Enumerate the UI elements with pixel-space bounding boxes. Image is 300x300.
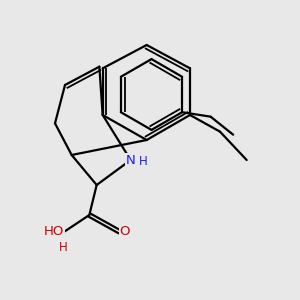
Text: H: H	[58, 241, 67, 254]
Text: HO: HO	[44, 225, 64, 238]
Text: N: N	[126, 154, 136, 166]
Text: O: O	[119, 225, 130, 238]
Text: H: H	[139, 155, 148, 168]
